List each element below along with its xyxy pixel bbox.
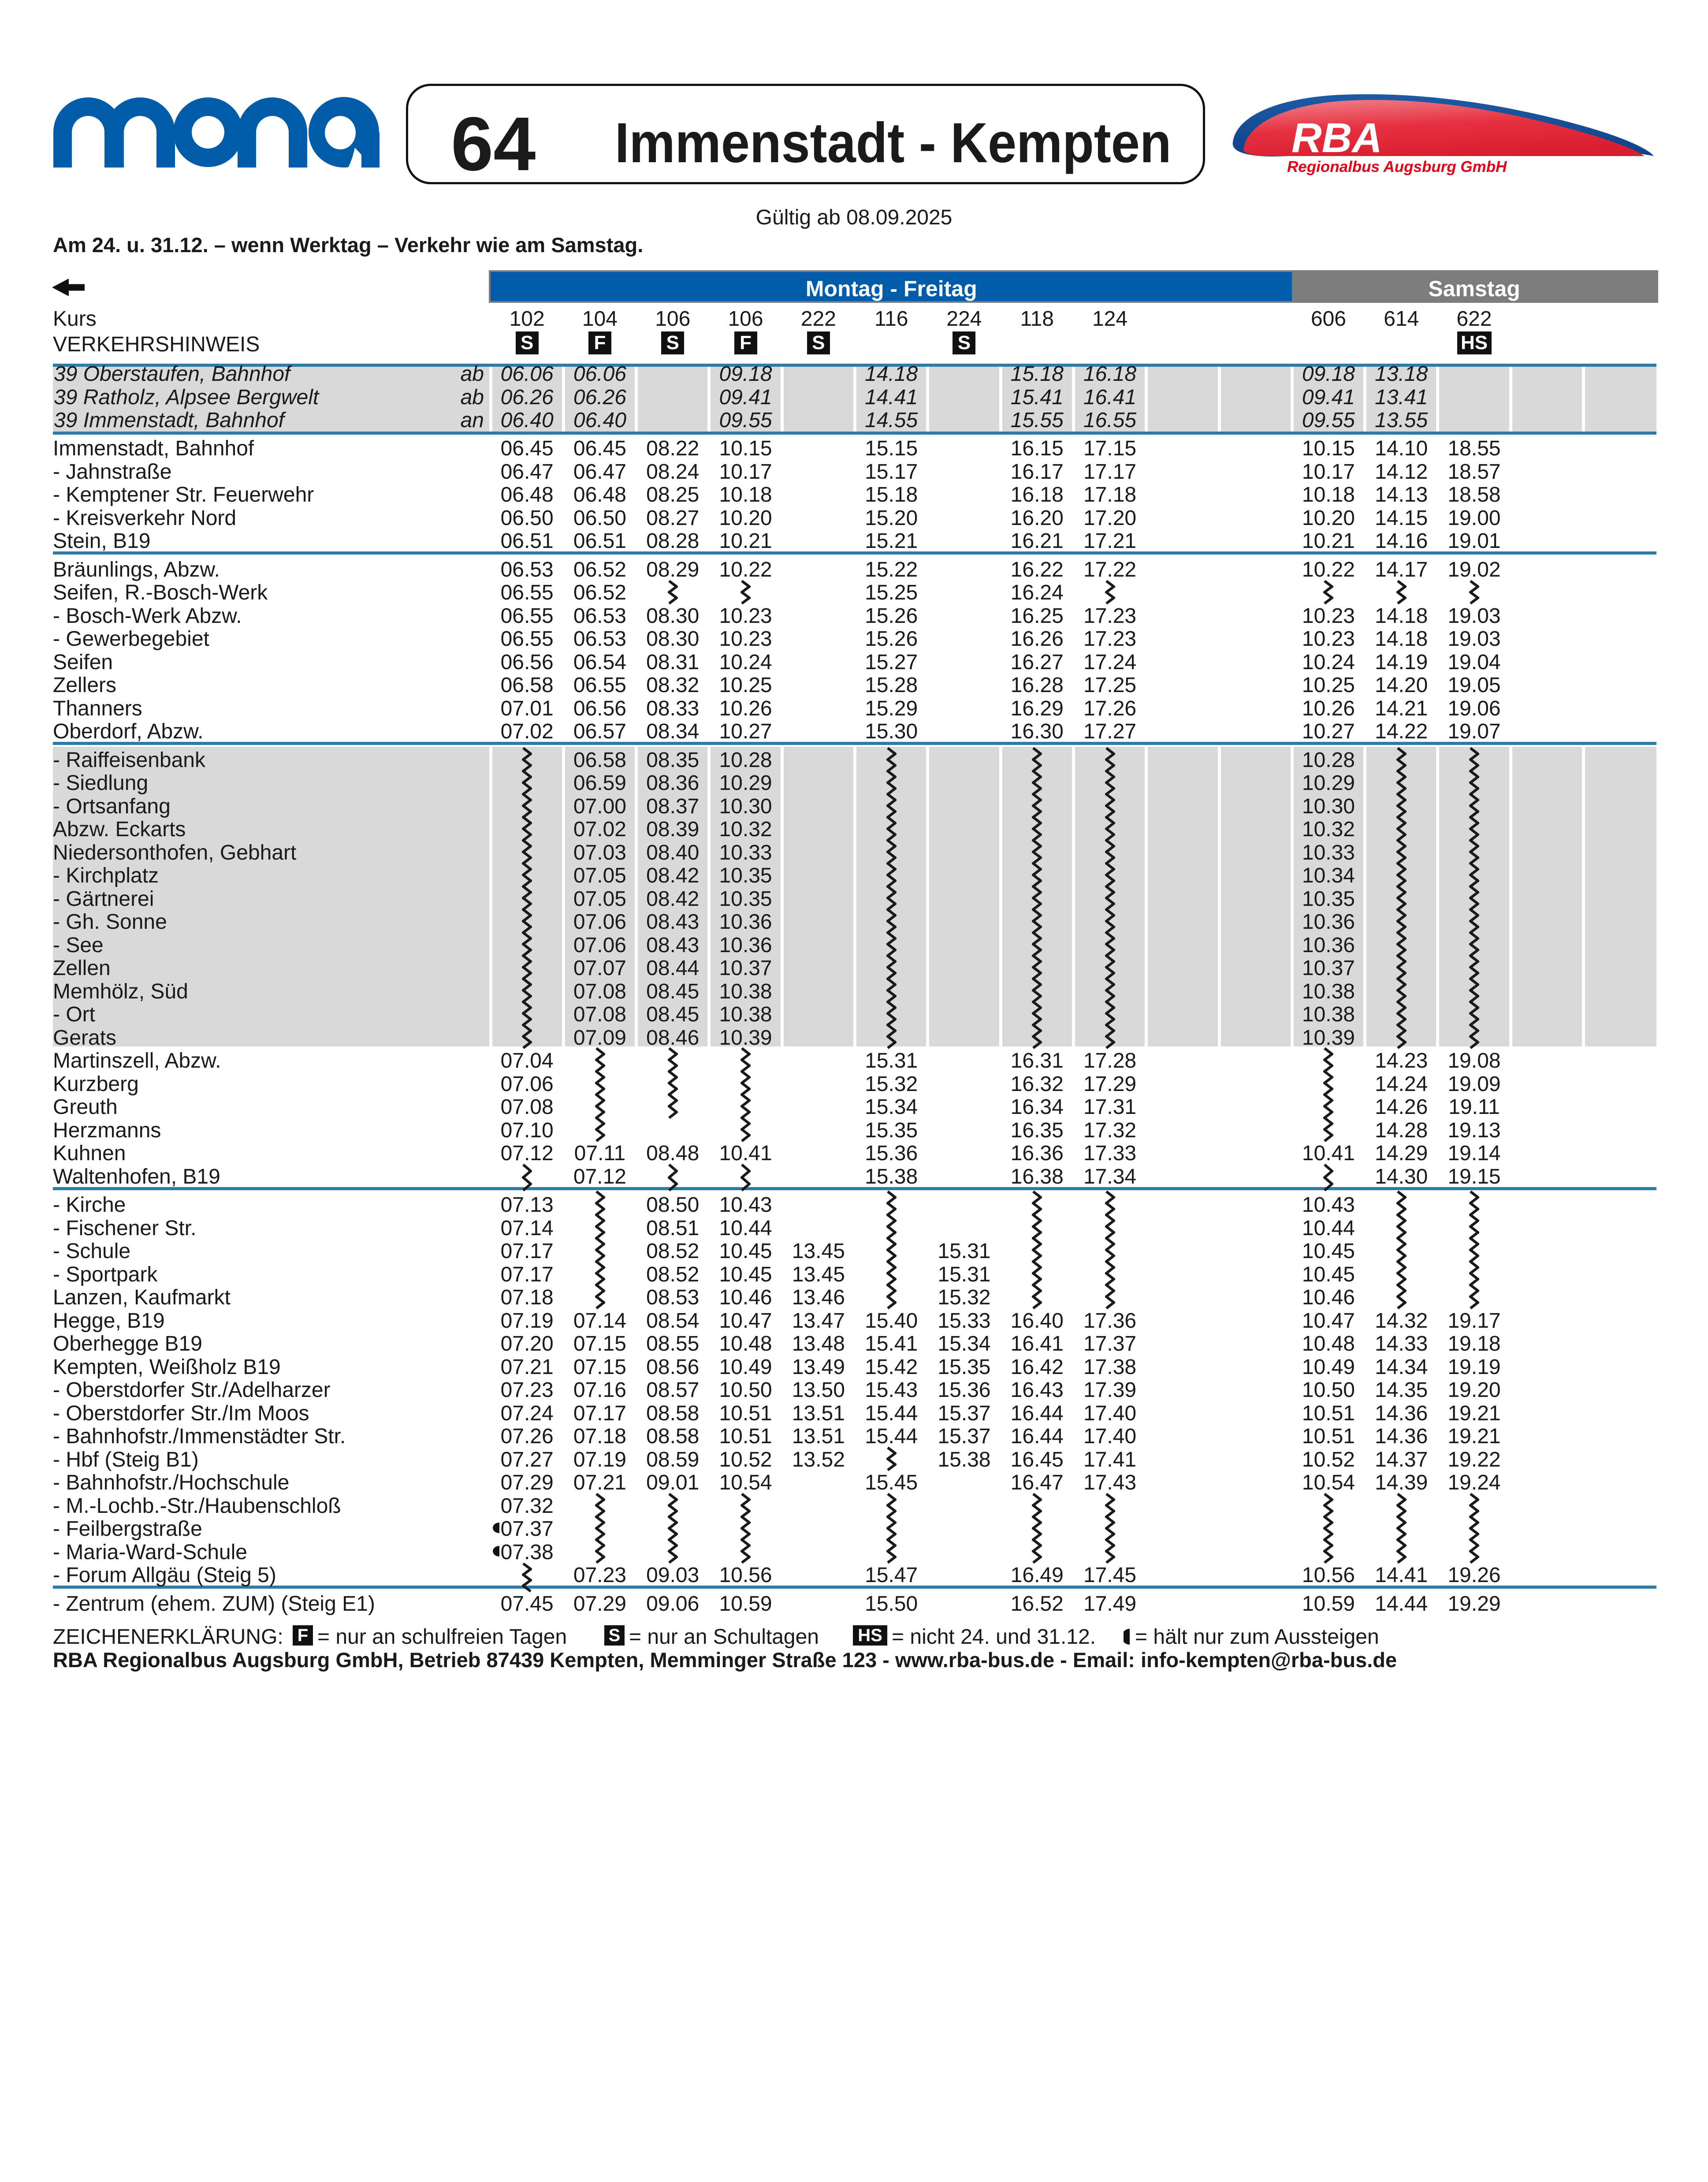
svg-text:RBA: RBA: [1291, 115, 1382, 157]
